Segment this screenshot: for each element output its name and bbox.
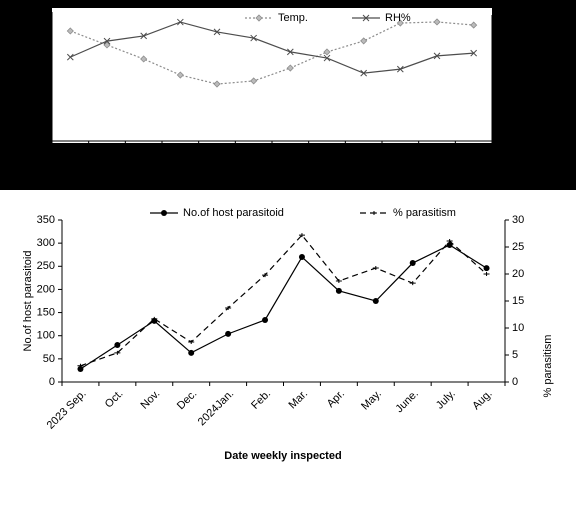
- point: [470, 21, 478, 29]
- legend-label: No.of host parasitoid: [183, 207, 284, 219]
- y2-axis-title: % parasitism: [542, 335, 554, 398]
- y-tick-label: 150: [37, 306, 55, 318]
- point: [360, 37, 368, 45]
- point: [213, 80, 221, 88]
- point: [176, 18, 184, 26]
- y-tick-label: 0: [49, 376, 55, 388]
- y2-tick-label: 20: [512, 268, 524, 280]
- point: [213, 28, 221, 36]
- y-tick-label: 250: [37, 260, 55, 272]
- point: [255, 14, 263, 22]
- series-line: [80, 244, 487, 370]
- point: [77, 363, 84, 368]
- point: [176, 71, 184, 79]
- y2-tick-label: 10: [512, 322, 524, 334]
- point: [103, 37, 111, 45]
- point: [335, 287, 342, 294]
- y2-tick-label: 30: [512, 214, 524, 226]
- point: [286, 64, 294, 72]
- y-tick-label: 100: [37, 330, 55, 342]
- point: [298, 233, 305, 238]
- x-tick-label: June.: [393, 388, 421, 416]
- series-line: [70, 21, 474, 74]
- point: [371, 211, 377, 215]
- point: [446, 241, 453, 248]
- point: [77, 366, 84, 373]
- y-tick-label: 350: [37, 214, 55, 226]
- point: [483, 265, 490, 272]
- point: [262, 273, 269, 278]
- y-tick-label: 200: [37, 283, 55, 295]
- point: [250, 34, 258, 42]
- point: [225, 306, 232, 311]
- point: [372, 266, 379, 271]
- point: [66, 27, 74, 35]
- series-line: [70, 21, 474, 85]
- point: [396, 19, 404, 27]
- x-tick-label: Apr.: [325, 388, 347, 410]
- point: [140, 32, 148, 40]
- point: [446, 239, 453, 244]
- x-tick-label: Mar.: [287, 388, 311, 412]
- point: [225, 330, 232, 337]
- point: [409, 281, 416, 286]
- point: [298, 254, 305, 261]
- legend-label: RH%: [385, 12, 411, 24]
- point: [188, 340, 195, 345]
- y2-tick-label: 25: [512, 241, 524, 253]
- x-tick-label: Dec.: [175, 388, 199, 412]
- legend-label: % parasitism: [393, 207, 456, 219]
- point: [433, 52, 441, 60]
- point: [483, 272, 490, 276]
- x-axis-title: Date weekly inspected: [224, 450, 341, 462]
- y2-tick-label: 15: [512, 295, 524, 307]
- y2-tick-label: 0: [512, 376, 518, 388]
- point: [114, 350, 121, 355]
- y2-tick-label: 5: [512, 349, 518, 361]
- series-line: [80, 234, 487, 367]
- x-tick-label: May.: [359, 388, 384, 413]
- top-chart-area: [52, 8, 492, 143]
- point: [66, 53, 74, 61]
- x-tick-label: Aug.: [470, 388, 494, 412]
- x-tick-label: Feb.: [249, 388, 273, 412]
- x-tick-label: 2023 Sep.: [45, 388, 89, 432]
- point: [286, 48, 294, 56]
- point: [103, 41, 111, 49]
- point: [140, 55, 148, 63]
- y-tick-label: 50: [43, 353, 55, 365]
- point: [409, 260, 416, 267]
- x-tick-label: Oct.: [103, 388, 126, 411]
- point: [360, 69, 368, 77]
- point: [323, 54, 331, 62]
- point: [335, 279, 342, 284]
- point: [470, 49, 478, 57]
- x-tick-label: July.: [434, 388, 458, 412]
- y-axis-title: No.of host parasitoid: [22, 251, 34, 352]
- point: [372, 298, 379, 304]
- legend-label: Temp.: [278, 12, 308, 24]
- point: [433, 18, 441, 26]
- y-tick-label: 300: [37, 237, 55, 249]
- point: [161, 210, 167, 216]
- point: [396, 65, 404, 73]
- point: [250, 77, 258, 85]
- x-tick-label: Nov.: [139, 388, 163, 412]
- point: [362, 14, 370, 22]
- x-tick-label: 2024Jan.: [196, 388, 236, 428]
- point: [151, 316, 158, 321]
- point: [323, 48, 331, 56]
- point: [262, 316, 269, 323]
- point: [188, 349, 195, 356]
- point: [114, 341, 121, 348]
